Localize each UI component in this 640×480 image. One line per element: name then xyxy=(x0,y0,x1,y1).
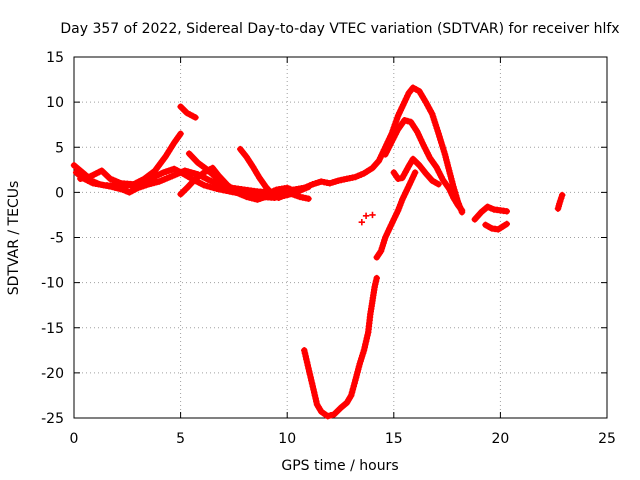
y-tick-label: 10 xyxy=(46,95,64,111)
data-point xyxy=(503,220,510,228)
data-point xyxy=(435,130,442,137)
data-point xyxy=(191,170,198,177)
data-point xyxy=(324,412,331,420)
x-tick-label: 15 xyxy=(385,431,403,447)
y-tick-label: -10 xyxy=(41,276,64,292)
x-tick-label: 5 xyxy=(176,431,185,447)
data-point xyxy=(439,145,447,152)
data-point xyxy=(373,274,380,282)
data-point xyxy=(192,114,199,121)
data-point xyxy=(392,118,400,125)
data-point xyxy=(249,194,257,201)
data-point xyxy=(253,193,260,201)
axis-ticks: 0 5 10 15 20 25 15 10 5 0 -5 -10 -15 -20 -25 xyxy=(41,50,616,447)
plot-frame xyxy=(73,56,608,419)
series-arc-g xyxy=(237,84,466,216)
y-axis-label: SDTVAR / TECUs xyxy=(6,181,22,296)
y-tick-label: -25 xyxy=(41,411,64,427)
data-point xyxy=(327,412,335,419)
data-point xyxy=(404,117,411,125)
data-point xyxy=(435,181,442,188)
data-point xyxy=(256,192,263,200)
data-point xyxy=(188,169,195,176)
data-point xyxy=(391,121,399,128)
data-point xyxy=(305,195,312,202)
y-tick-label: -5 xyxy=(50,231,64,247)
y-tick-label: 15 xyxy=(46,50,64,66)
data-point xyxy=(440,148,448,155)
data-point xyxy=(348,389,356,396)
data-series xyxy=(70,84,566,420)
data-point xyxy=(358,218,366,226)
data-point xyxy=(438,139,445,146)
series-arc-n xyxy=(554,191,566,212)
series-arc-c xyxy=(77,130,184,188)
data-point xyxy=(393,115,401,122)
y-tick-label: -20 xyxy=(41,366,64,382)
grid xyxy=(74,57,607,418)
x-tick-label: 10 xyxy=(278,431,296,447)
series-arc-d xyxy=(177,103,199,121)
data-point xyxy=(347,392,355,399)
isolated-points xyxy=(358,211,376,226)
series-arc-l xyxy=(471,203,510,223)
x-tick-label: 20 xyxy=(491,431,509,447)
data-point xyxy=(394,175,402,183)
data-point xyxy=(200,181,208,189)
series-arc-i xyxy=(390,155,442,188)
series-arc-m xyxy=(482,220,510,233)
data-point xyxy=(259,191,266,199)
data-point xyxy=(458,207,466,214)
x-axis-label: GPS time / hours xyxy=(281,458,398,474)
series-arc-h xyxy=(382,116,466,214)
data-point xyxy=(557,195,565,202)
y-tick-label: 5 xyxy=(55,140,64,156)
data-point xyxy=(436,133,443,140)
data-point xyxy=(207,183,214,191)
data-point xyxy=(350,383,357,390)
data-point xyxy=(439,142,446,149)
data-point xyxy=(349,386,357,393)
data-point xyxy=(411,169,419,176)
data-point xyxy=(204,182,211,190)
data-point xyxy=(556,198,564,205)
x-tick-label: 25 xyxy=(598,431,616,447)
data-point xyxy=(559,191,566,199)
series-arc-k xyxy=(373,169,419,261)
series-arc-f xyxy=(185,150,302,201)
data-point xyxy=(401,116,408,124)
data-point xyxy=(437,136,444,143)
chart-title: Day 357 of 2022, Sidereal Day-to-day VTE… xyxy=(60,21,619,37)
y-tick-label: 0 xyxy=(55,185,64,201)
data-point xyxy=(351,379,358,387)
data-point xyxy=(210,184,217,192)
series-arc-j xyxy=(301,274,380,420)
data-point xyxy=(503,208,510,215)
data-point xyxy=(362,212,370,220)
x-tick-label: 0 xyxy=(70,431,79,447)
data-point xyxy=(177,130,184,137)
y-tick-label: -15 xyxy=(41,321,64,337)
data-point xyxy=(369,211,376,219)
